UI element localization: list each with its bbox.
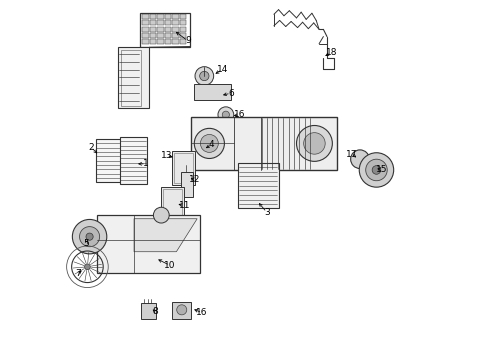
Circle shape xyxy=(218,107,233,123)
Polygon shape xyxy=(157,21,163,26)
Circle shape xyxy=(72,220,106,254)
Text: 18: 18 xyxy=(325,48,336,57)
Polygon shape xyxy=(142,39,148,44)
Polygon shape xyxy=(157,39,163,44)
Polygon shape xyxy=(172,33,179,38)
Circle shape xyxy=(84,264,90,270)
Text: 5: 5 xyxy=(83,239,89,248)
Text: 13: 13 xyxy=(160,151,172,160)
Text: 6: 6 xyxy=(227,89,233,98)
Polygon shape xyxy=(180,172,192,197)
Polygon shape xyxy=(142,21,148,26)
Polygon shape xyxy=(149,21,156,26)
Circle shape xyxy=(176,305,186,315)
Polygon shape xyxy=(164,14,171,19)
Circle shape xyxy=(200,134,218,152)
Polygon shape xyxy=(97,215,199,273)
Text: 15: 15 xyxy=(375,165,386,174)
Polygon shape xyxy=(149,14,156,19)
Text: 12: 12 xyxy=(188,175,200,184)
Circle shape xyxy=(86,233,93,240)
Polygon shape xyxy=(142,14,148,19)
Polygon shape xyxy=(149,39,156,44)
Polygon shape xyxy=(238,163,278,208)
Polygon shape xyxy=(180,39,186,44)
Polygon shape xyxy=(193,84,230,100)
Text: 7: 7 xyxy=(75,269,81,278)
Polygon shape xyxy=(149,33,156,38)
Text: 8: 8 xyxy=(152,307,158,316)
Polygon shape xyxy=(164,21,171,26)
Polygon shape xyxy=(164,27,171,32)
Polygon shape xyxy=(142,33,148,38)
Circle shape xyxy=(371,166,380,174)
Polygon shape xyxy=(134,219,197,252)
Polygon shape xyxy=(164,33,171,38)
Polygon shape xyxy=(172,150,195,185)
Polygon shape xyxy=(157,33,163,38)
Circle shape xyxy=(222,111,229,118)
Text: 10: 10 xyxy=(164,261,175,270)
Polygon shape xyxy=(172,39,179,44)
Circle shape xyxy=(303,133,325,154)
Circle shape xyxy=(365,159,386,181)
Circle shape xyxy=(80,226,100,247)
Circle shape xyxy=(195,67,213,85)
Polygon shape xyxy=(149,27,156,32)
Circle shape xyxy=(194,129,224,158)
Polygon shape xyxy=(172,302,191,319)
Polygon shape xyxy=(157,14,163,19)
Polygon shape xyxy=(142,27,148,32)
Text: 11: 11 xyxy=(178,201,190,210)
Circle shape xyxy=(350,150,368,168)
Polygon shape xyxy=(191,117,336,170)
Text: 17: 17 xyxy=(346,150,357,159)
Polygon shape xyxy=(96,139,121,182)
Circle shape xyxy=(199,71,208,81)
Polygon shape xyxy=(180,21,186,26)
Text: 14: 14 xyxy=(216,65,227,74)
Polygon shape xyxy=(141,303,155,319)
Circle shape xyxy=(296,126,332,161)
Polygon shape xyxy=(157,27,163,32)
Text: 4: 4 xyxy=(208,140,214,149)
Text: 16: 16 xyxy=(196,308,207,317)
Polygon shape xyxy=(180,14,186,19)
Text: 1: 1 xyxy=(142,159,148,168)
Polygon shape xyxy=(172,21,179,26)
Circle shape xyxy=(153,207,169,223)
Polygon shape xyxy=(172,14,179,19)
Circle shape xyxy=(359,153,393,187)
Polygon shape xyxy=(172,27,179,32)
Polygon shape xyxy=(161,187,184,222)
Polygon shape xyxy=(164,39,171,44)
Polygon shape xyxy=(180,27,186,32)
Text: 3: 3 xyxy=(264,208,269,217)
Polygon shape xyxy=(180,33,186,38)
Text: 16: 16 xyxy=(234,110,245,119)
Polygon shape xyxy=(118,47,149,108)
Polygon shape xyxy=(120,137,147,184)
Text: 2: 2 xyxy=(88,143,94,152)
Text: 9: 9 xyxy=(184,36,190,45)
